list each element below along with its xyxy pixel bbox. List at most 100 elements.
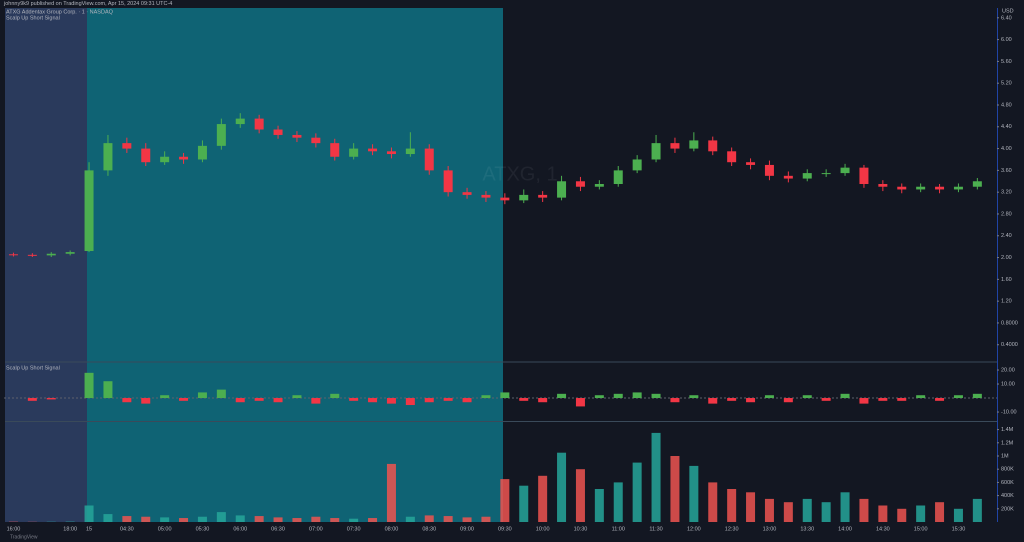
signal-bar <box>349 398 359 401</box>
volume-bar <box>160 517 170 522</box>
candle-body <box>424 148 434 171</box>
volume-bar <box>500 479 510 522</box>
volume-bar <box>821 502 831 522</box>
volume-bar <box>481 516 491 522</box>
signal-bar <box>840 393 850 399</box>
y-tick-label: 5.60 <box>1001 59 1012 65</box>
volume-bar <box>727 489 737 522</box>
candle-body <box>632 159 642 171</box>
y-tick-label: 2.40 <box>1001 233 1012 239</box>
signal-bar <box>179 398 189 401</box>
candle-body <box>292 134 302 138</box>
volume-bar <box>386 463 396 522</box>
y-tick-label: 1M <box>1001 453 1009 459</box>
volume-bar <box>235 515 245 522</box>
candle-body <box>405 148 415 155</box>
candle-body <box>651 143 661 160</box>
x-tick-label: 18:00 <box>63 526 77 532</box>
candle-body <box>802 173 812 179</box>
candle-body <box>386 151 396 155</box>
signal-bar <box>651 393 661 399</box>
candle-body <box>519 194 529 201</box>
candle-body <box>273 129 283 135</box>
signal-bar <box>670 398 680 403</box>
y-tick-label: -10.00 <box>1001 409 1017 415</box>
volume-bar <box>594 489 604 522</box>
signal-bar <box>613 393 623 399</box>
signal-bar <box>916 395 926 399</box>
signal-bar <box>746 398 756 403</box>
candle-body <box>953 186 963 190</box>
signal-bar <box>538 398 548 403</box>
x-tick-label: 11:30 <box>649 526 662 532</box>
volume-bar <box>670 456 680 522</box>
x-tick-label: 09:30 <box>498 526 512 532</box>
volume-bar <box>311 516 321 522</box>
volume-bar <box>462 517 472 522</box>
candle-body <box>197 145 207 160</box>
signal-bar <box>859 398 869 404</box>
signal-bar <box>878 398 888 401</box>
volume-bar <box>443 516 453 522</box>
signal-bar <box>727 398 737 401</box>
volume-bar <box>878 505 888 522</box>
volume-bar <box>632 462 642 522</box>
signal-bar <box>500 392 510 399</box>
candle-body <box>500 197 510 201</box>
signal-bar <box>254 398 264 401</box>
candle-body <box>840 167 850 174</box>
candle-body <box>821 173 831 175</box>
x-tick-label: 09:00 <box>460 526 474 532</box>
candle-body <box>727 151 737 163</box>
x-tick-label: 14:00 <box>838 526 852 532</box>
signal-bar <box>197 392 207 399</box>
x-tick-label: 07:00 <box>309 526 323 532</box>
signal-bar <box>689 395 699 399</box>
candle-body <box>594 184 604 187</box>
volume-bar <box>273 517 283 522</box>
y-tick-label: 10.00 <box>1001 381 1015 387</box>
volume-bar <box>916 505 926 522</box>
x-tick-label: 05:30 <box>196 526 210 532</box>
candle-body <box>746 162 756 165</box>
y-tick-label: 2.80 <box>1001 211 1012 217</box>
candle-body <box>481 194 491 198</box>
x-tick-label: 06:00 <box>233 526 247 532</box>
x-tick-label: 15:30 <box>952 526 966 532</box>
signal-bar <box>443 398 453 401</box>
footer-logo: TradingView <box>10 534 38 540</box>
volume-bar <box>859 498 869 522</box>
x-tick-label: 15:00 <box>914 526 928 532</box>
candle-body <box>575 181 585 187</box>
volume-bar <box>708 482 718 522</box>
x-tick-label: 13:30 <box>800 526 814 532</box>
x-tick-label: 11:00 <box>612 526 625 532</box>
volume-bar <box>538 475 548 522</box>
candle-body <box>916 186 926 190</box>
candle-body <box>122 143 132 149</box>
y-tick-label: 1.20 <box>1001 299 1012 305</box>
volume-bar <box>254 516 264 522</box>
y-tick-label: 800K <box>1001 467 1014 473</box>
volume-bar <box>349 518 359 522</box>
signal-bar <box>273 398 283 403</box>
signal-bar <box>783 398 793 403</box>
y-tick-label: 1.4M <box>1001 427 1014 433</box>
candle-body <box>179 156 189 160</box>
signal-bar <box>292 395 302 399</box>
candle-body <box>103 143 113 171</box>
signal-bar <box>216 389 226 399</box>
candle-body <box>878 184 888 187</box>
volume-bar <box>613 482 623 522</box>
y-tick-label: 0.8000 <box>1001 320 1018 326</box>
volume-bar <box>405 516 415 522</box>
x-tick-label: 10:30 <box>574 526 588 532</box>
signal-bar <box>708 398 718 404</box>
y-tick-label: 1.2M <box>1001 440 1014 446</box>
signal-bar <box>972 393 982 399</box>
y-tick-label: 5.20 <box>1001 81 1012 87</box>
volume-bar <box>292 518 302 522</box>
x-tick-label: 16:00 <box>7 526 21 532</box>
volume-bar <box>575 469 585 522</box>
candle-body <box>216 124 226 146</box>
